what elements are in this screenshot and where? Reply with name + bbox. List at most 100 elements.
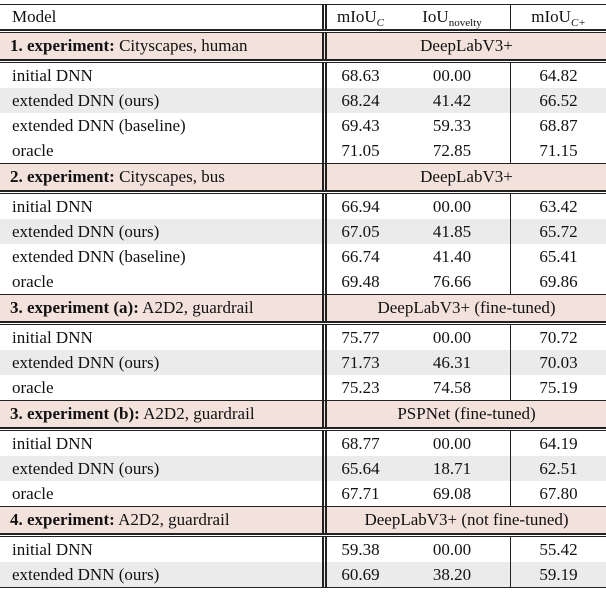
table-row: extended DNN (baseline) 66.74 41.40 65.41 <box>0 244 606 269</box>
table-row: extended DNN (ours) 65.64 18.71 62.51 <box>0 456 606 481</box>
section-separator <box>0 506 606 507</box>
cell-miou-cplus: 62.51 <box>539 459 578 478</box>
cell-miou-cplus: 71.15 <box>539 141 578 160</box>
section-label: 3. experiment (b): A2D2, guardrail <box>0 401 327 427</box>
table-body: 1. experiment: Cityscapes, human DeepLabV… <box>0 29 606 587</box>
section-double-rule <box>0 427 606 431</box>
row-model-name: extended DNN (ours) <box>0 88 327 113</box>
section-model: DeepLabV3+ <box>420 36 513 55</box>
cell-iou-novelty: 00.00 <box>394 194 511 219</box>
cell-iou-novelty: 46.31 <box>394 350 511 375</box>
table-row: oracle 75.23 74.58 75.19 <box>0 375 606 400</box>
cell-miou-cplus: 69.86 <box>539 272 578 291</box>
section-header: 1. experiment: Cityscapes, human DeepLabV… <box>0 33 606 59</box>
cell-miou-cplus: 67.80 <box>539 484 578 503</box>
section-header: 3. experiment (b): A2D2, guardrail PSPNet… <box>0 401 606 427</box>
section-header: 4. experiment: A2D2, guardrail DeepLabV3+… <box>0 507 606 533</box>
cell-iou-novelty: 00.00 <box>394 325 511 350</box>
cell-miou-cplus: 64.19 <box>539 434 578 453</box>
section-model: DeepLabV3+ (fine-tuned) <box>377 298 556 317</box>
cell-miou-cplus: 66.52 <box>539 91 578 110</box>
section-label: 1. experiment: Cityscapes, human <box>0 33 327 59</box>
section-model: DeepLabV3+ (not fine-tuned) <box>364 510 569 529</box>
row-model-name: oracle <box>0 138 327 163</box>
cell-iou-novelty: 38.20 <box>394 562 511 587</box>
row-model-name: extended DNN (ours) <box>0 562 327 587</box>
table-row: extended DNN (ours) 71.73 46.31 70.03 <box>0 350 606 375</box>
table-row: extended DNN (ours) 67.05 41.85 65.72 <box>0 219 606 244</box>
cell-iou-novelty: 18.71 <box>394 456 511 481</box>
table-row: initial DNN 59.38 00.00 55.42 <box>0 537 606 562</box>
cell-miou-c: 68.77 <box>341 434 380 453</box>
cell-iou-novelty: 72.85 <box>394 138 511 163</box>
table-row: oracle 71.05 72.85 71.15 <box>0 138 606 163</box>
cell-miou-cplus: 75.19 <box>539 378 578 397</box>
row-model-name: extended DNN (ours) <box>0 456 327 481</box>
section-label-bold: 3. experiment (b): <box>10 404 140 423</box>
header-miou-c-base: mIoU <box>336 7 377 26</box>
top-rule <box>0 4 606 5</box>
row-model-name: extended DNN (baseline) <box>0 113 327 138</box>
table-row: initial DNN 66.94 00.00 63.42 <box>0 194 606 219</box>
cell-miou-cplus: 55.42 <box>539 540 578 559</box>
cell-iou-novelty: 69.08 <box>394 481 511 506</box>
section-label-rest: A2D2, guardrail <box>114 510 230 529</box>
cell-miou-cplus: 65.72 <box>539 222 578 241</box>
table-row: oracle 67.71 69.08 67.80 <box>0 481 606 506</box>
row-model-name: extended DNN (ours) <box>0 219 327 244</box>
section-label: 2. experiment: Cityscapes, bus <box>0 164 327 190</box>
cell-miou-c: 71.05 <box>341 141 380 160</box>
section-separator <box>0 400 606 401</box>
cell-iou-novelty: 59.33 <box>394 113 511 138</box>
cell-iou-novelty: 00.00 <box>394 537 511 562</box>
cell-miou-c: 68.24 <box>341 91 380 110</box>
header-iou-novelty: IoUnovelty <box>394 5 511 29</box>
section-rows: initial DNN 66.94 00.00 63.42 extended DNN (… <box>0 194 606 294</box>
cell-iou-novelty: 76.66 <box>394 269 511 294</box>
table-row: extended DNN (ours) 68.24 41.42 66.52 <box>0 88 606 113</box>
section-rows: initial DNN 68.63 00.00 64.82 extended DNN (… <box>0 63 606 163</box>
section-rows: initial DNN 68.77 00.00 64.19 extended DNN (… <box>0 431 606 506</box>
cell-miou-cplus: 70.03 <box>539 353 578 372</box>
cell-iou-novelty: 00.00 <box>394 63 511 88</box>
header-iou-novelty-base: IoU <box>422 7 449 26</box>
section-separator <box>0 294 606 295</box>
row-model-name: initial DNN <box>0 63 327 88</box>
row-model-name: initial DNN <box>0 325 327 350</box>
row-model-name: extended DNN (baseline) <box>0 244 327 269</box>
bottom-rule <box>0 587 606 588</box>
table-row: extended DNN (ours) 60.69 38.20 59.19 <box>0 562 606 587</box>
section-label-rest: Cityscapes, human <box>114 36 248 55</box>
cell-miou-c: 67.71 <box>341 484 380 503</box>
section-label: 4. experiment: A2D2, guardrail <box>0 507 327 533</box>
results-table: Model mIoUC IoUnovelty mIoUC+ 1. experim… <box>0 4 606 588</box>
cell-miou-cplus: 59.19 <box>539 565 578 584</box>
cell-iou-novelty: 00.00 <box>394 431 511 456</box>
cell-miou-cplus: 68.87 <box>539 116 578 135</box>
header-miou-cplus-base: mIoU <box>531 7 571 26</box>
section-rows: initial DNN 75.77 00.00 70.72 extended DNN (… <box>0 325 606 400</box>
header-miou-c-sub: C <box>376 17 384 29</box>
section-label-rest: A2D2, guardrail <box>139 404 255 423</box>
section-label-bold: 2. experiment: <box>10 167 115 186</box>
section-header: 3. experiment (a): A2D2, guardrail DeepLa… <box>0 295 606 321</box>
header-miou-c: mIoUC <box>327 5 394 29</box>
section-separator <box>0 163 606 164</box>
section-double-rule <box>0 190 606 194</box>
header-miou-cplus-sub: C+ <box>570 17 586 29</box>
cell-miou-c: 60.69 <box>341 565 380 584</box>
row-model-name: oracle <box>0 269 327 294</box>
cell-miou-cplus: 63.42 <box>539 197 578 216</box>
section-double-rule <box>0 59 606 63</box>
cell-iou-novelty: 41.85 <box>394 219 511 244</box>
cell-miou-c: 69.48 <box>341 272 380 291</box>
cell-miou-c: 71.73 <box>341 353 380 372</box>
cell-miou-c: 65.64 <box>341 459 380 478</box>
section-double-rule <box>0 533 606 537</box>
header-double-rule <box>0 29 606 33</box>
cell-iou-novelty: 74.58 <box>394 375 511 400</box>
section-double-rule <box>0 321 606 325</box>
cell-miou-c: 67.05 <box>341 222 380 241</box>
cell-miou-cplus: 64.82 <box>539 66 578 85</box>
table-row: extended DNN (baseline) 69.43 59.33 68.87 <box>0 113 606 138</box>
